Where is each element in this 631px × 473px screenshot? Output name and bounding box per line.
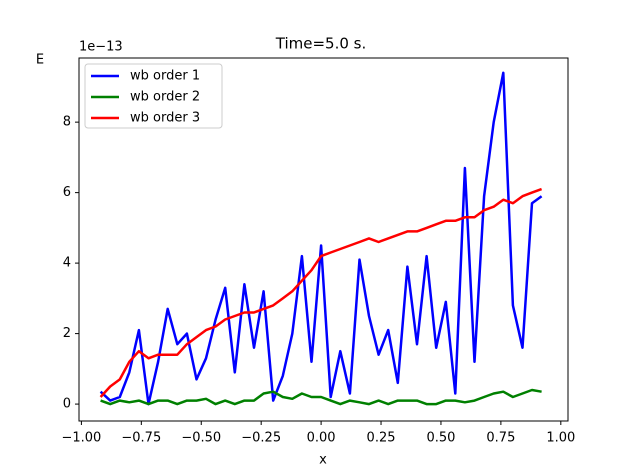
y-tick-label: 2: [63, 326, 71, 341]
data-line: [99, 187, 543, 398]
legend-label: wb order 3: [130, 111, 200, 126]
x-tick-label: 1.00: [546, 431, 575, 446]
legend-label: wb order 1: [130, 69, 200, 84]
y-tick-label: 8: [63, 115, 71, 130]
axes-frame: [78, 57, 569, 422]
x-axis-label: x: [319, 453, 327, 468]
legend-box: [84, 63, 223, 129]
y-tick-label: 4: [63, 256, 71, 271]
x-tick-label: −0.25: [241, 431, 281, 446]
x-tick-label: −0.75: [121, 431, 161, 446]
x-tick-label: 0.00: [307, 431, 336, 446]
data-line: [100, 388, 542, 406]
chart-title: Time=5.0 s.: [275, 35, 366, 53]
y-axis-label: E: [36, 53, 44, 68]
legend-label: wb order 2: [130, 90, 200, 105]
y-tick-label: 0: [63, 397, 71, 412]
x-tick-label: −1.00: [61, 431, 101, 446]
x-tick-label: −0.50: [181, 431, 221, 446]
x-tick-label: 0.75: [486, 431, 515, 446]
y-tick-label: 6: [63, 185, 71, 200]
x-tick-label: 0.50: [426, 431, 455, 446]
x-tick-label: 0.25: [367, 431, 396, 446]
y-offset-text: 1e−13: [79, 40, 123, 55]
data-line: [99, 71, 543, 406]
